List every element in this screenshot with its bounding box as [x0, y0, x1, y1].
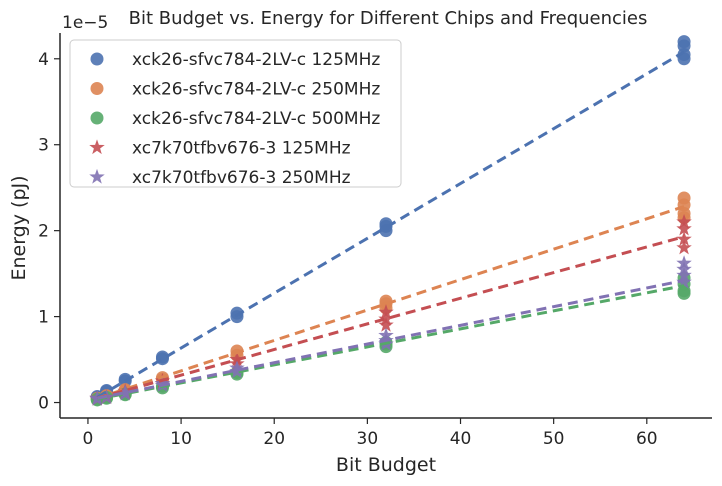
data-point — [230, 344, 244, 358]
x-axis: 0 10 20 30 40 50 60 — [60, 417, 712, 449]
data-point — [378, 317, 394, 332]
y-tick-label: 3 — [38, 136, 49, 156]
legend-marker — [90, 111, 104, 125]
data-point — [378, 327, 394, 343]
data-point — [378, 311, 394, 326]
y-axis: 0 1 2 3 4 — [38, 33, 61, 418]
y-tick-label: 2 — [38, 222, 49, 242]
x-tick-label: 20 — [263, 429, 285, 449]
legend-marker — [89, 139, 105, 155]
data-point — [676, 255, 692, 270]
legend: xck26-sfvc784-2LV-c 125MHz xck26-sfvc784-… — [69, 39, 402, 188]
data-point — [676, 213, 692, 229]
x-tick-label: 40 — [450, 429, 472, 449]
legend-label: xck26-sfvc784-2LV-c 500MHz — [132, 109, 380, 129]
data-point — [676, 267, 692, 282]
x-tick-label: 0 — [83, 429, 94, 449]
x-tick-label: 30 — [357, 429, 379, 449]
series-5-fit-line — [96, 279, 685, 400]
x-tick-label: 50 — [543, 429, 565, 449]
data-point — [677, 191, 691, 205]
data-point — [378, 304, 394, 319]
legend-marker — [89, 168, 105, 184]
data-point — [154, 375, 171, 391]
y-tick-label: 0 — [38, 394, 49, 414]
x-tick-label: 60 — [636, 429, 658, 449]
data-point — [677, 35, 691, 49]
x-tick-label: 10 — [170, 429, 192, 449]
x-axis-label: Bit Budget — [336, 454, 436, 476]
series-4-fit-line — [96, 235, 685, 400]
series-3-fit-line — [96, 284, 685, 401]
legend-label: xck26-sfvc784-2LV-c 250MHz — [132, 80, 380, 100]
plot-area — [89, 35, 692, 407]
y-axis-label: Energy (pJ) — [8, 175, 30, 280]
chart-title: Bit Budget vs. Energy for Different Chip… — [129, 8, 648, 29]
y-tick-label: 4 — [38, 50, 49, 70]
data-point — [676, 261, 692, 276]
data-point — [676, 239, 692, 255]
data-point — [117, 384, 133, 399]
series-1-fit-line — [96, 50, 685, 399]
y-tick-label: 1 — [38, 308, 49, 328]
legend-label: xc7k70tfbv676-3 250MHz — [132, 168, 351, 188]
data-point — [676, 231, 692, 246]
legend-marker — [90, 52, 104, 66]
data-point — [676, 220, 692, 236]
legend-label: xc7k70tfbv676-3 125MHz — [132, 139, 351, 159]
legend-label: xck26-sfvc784-2LV-c 125MHz — [132, 50, 380, 70]
data-point — [230, 306, 244, 320]
y-axis-offset-label: 1e−5 — [62, 13, 108, 33]
data-point — [229, 360, 245, 375]
legend-marker — [90, 82, 104, 95]
legend-frame — [69, 39, 402, 188]
series-2-fit-line — [96, 205, 685, 400]
